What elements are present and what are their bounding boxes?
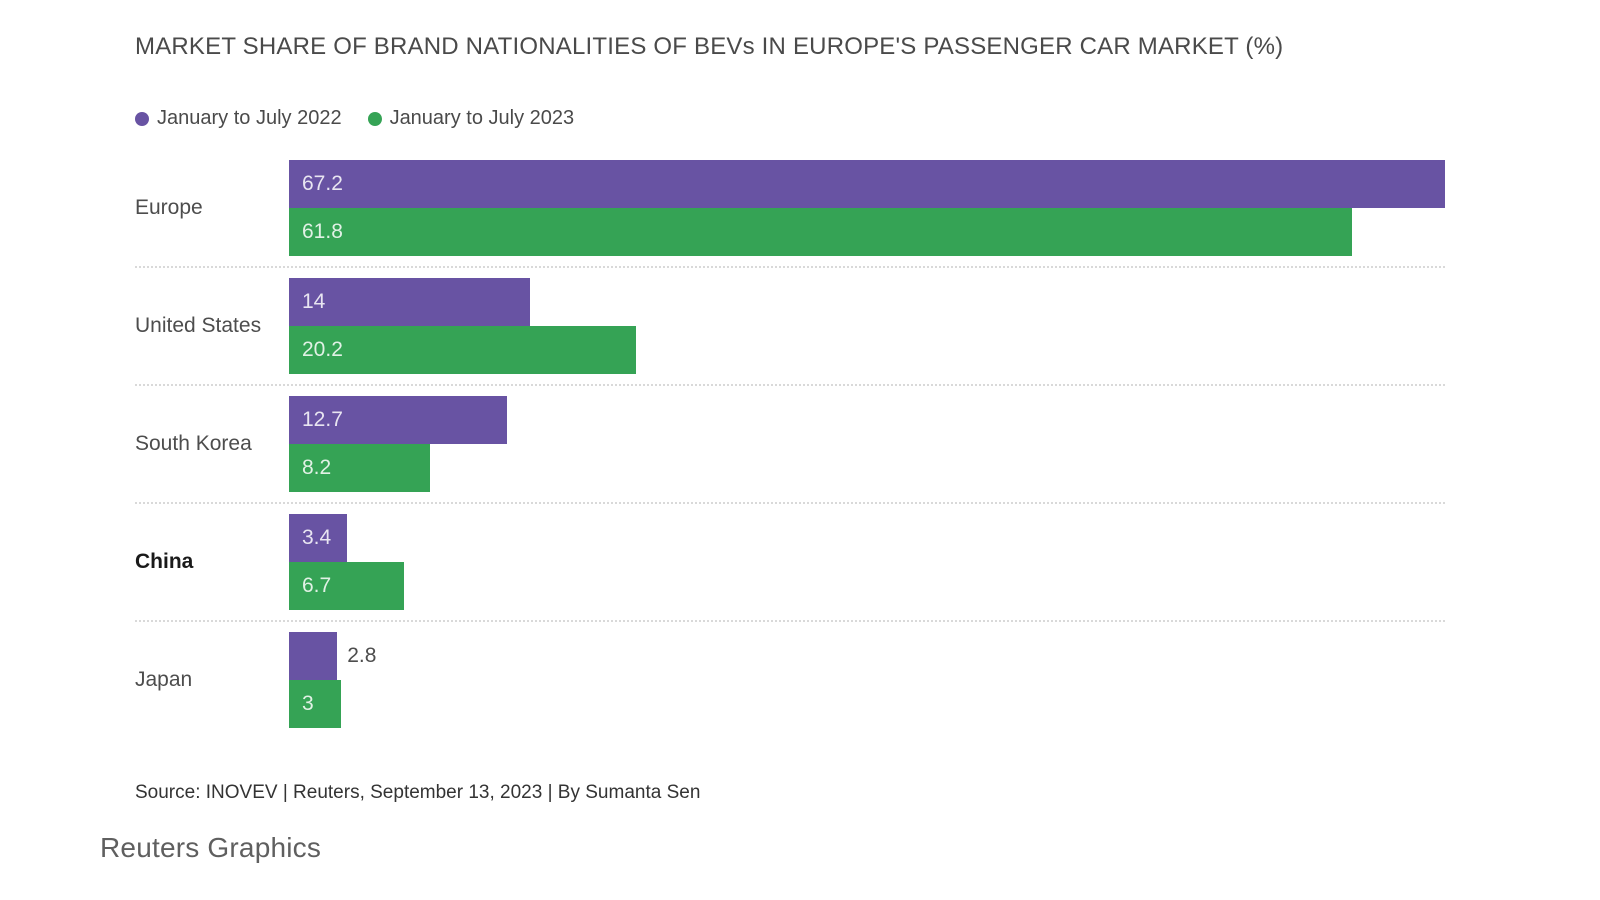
value-label: 14 [302, 290, 326, 313]
grouped-bar-chart: Europe 67.2 61.8 United States 14 20.2 South K… [135, 160, 1445, 738]
bar-track: 20.2 [289, 326, 1445, 374]
value-label: 20.2 [302, 338, 343, 361]
bar-january-to-july-2023-china: 6.7 [289, 562, 405, 610]
chart-row-united-states: United States 14 20.2 [135, 268, 1445, 386]
chart-row-south-korea: South Korea 12.7 8.2 [135, 386, 1445, 504]
bar-track: 3.4 [289, 514, 1445, 562]
legend-dot-2023-icon [367, 111, 382, 126]
bar-group: 2.8 3 [289, 632, 1445, 728]
category-label-europe: Europe [135, 196, 203, 219]
bar-track: 8.2 [289, 444, 1445, 492]
bar-track: 12.7 [289, 396, 1445, 444]
legend-item-2023: January to July 2023 [367, 107, 575, 130]
bar-track: 67.2 [289, 160, 1445, 208]
reuters-graphic-page: MARKET SHARE OF BRAND NATIONALITIES OF B… [100, 33, 1445, 863]
legend-label-2022: January to July 2022 [157, 107, 342, 129]
bar-track: 14 [289, 278, 1445, 326]
category-label-japan: Japan [135, 668, 193, 691]
value-label: 3.4 [302, 526, 332, 549]
legend-item-2022: January to July 2022 [135, 107, 342, 130]
bar-january-to-july-2022-china: 3.4 [289, 514, 348, 562]
chart-row-europe: Europe 67.2 61.8 [135, 160, 1445, 268]
bar-group: 3.4 6.7 [289, 514, 1445, 610]
legend-label-2023: January to July 2023 [389, 107, 575, 129]
bar-track: 6.7 [289, 562, 1445, 610]
chart-title: MARKET SHARE OF BRAND NATIONALITIES OF B… [135, 33, 1284, 60]
bar-january-to-july-2023-japan: 3 [289, 680, 341, 728]
value-label: 12.7 [302, 408, 343, 431]
category-label-united-states: United States [135, 314, 262, 337]
bar-group: 14 20.2 [289, 278, 1445, 374]
value-label: 61.8 [302, 220, 343, 243]
bar-track: 2.8 [289, 632, 1445, 680]
value-label: 6.7 [302, 574, 332, 597]
bar-january-to-july-2022-south-korea: 12.7 [289, 396, 508, 444]
bar-january-to-july-2023-south-korea: 8.2 [289, 444, 431, 492]
bar-group: 12.7 8.2 [289, 396, 1445, 492]
chart-legend: January to July 2022 January to July 202… [135, 107, 1445, 130]
value-label: 8.2 [302, 456, 332, 479]
chart-row-china: China 3.4 6.7 [135, 504, 1445, 622]
source-line: Source: INOVEV | Reuters, September 13, … [135, 782, 701, 803]
value-label: 3 [302, 692, 314, 715]
category-label-china: China [135, 550, 194, 573]
bar-january-to-july-2022-united-states: 14 [289, 278, 530, 326]
bar-january-to-july-2023-united-states: 20.2 [289, 326, 637, 374]
legend-dot-2022-icon [135, 111, 149, 126]
bar-january-to-july-2022-europe: 67.2 [289, 160, 1445, 208]
reuters-graphics-brand: Reuters Graphics [100, 832, 322, 863]
bar-january-to-july-2023-europe: 61.8 [289, 208, 1353, 256]
value-label: 2.8 [347, 644, 377, 667]
value-label: 67.2 [302, 172, 343, 195]
bar-track: 61.8 [289, 208, 1445, 256]
bar-group: 67.2 61.8 [289, 160, 1445, 256]
bar-track: 3 [289, 680, 1445, 728]
bar-january-to-july-2022-japan [289, 632, 338, 680]
category-label-south-korea: South Korea [135, 432, 252, 455]
chart-row-japan: Japan 2.8 3 [135, 622, 1445, 738]
